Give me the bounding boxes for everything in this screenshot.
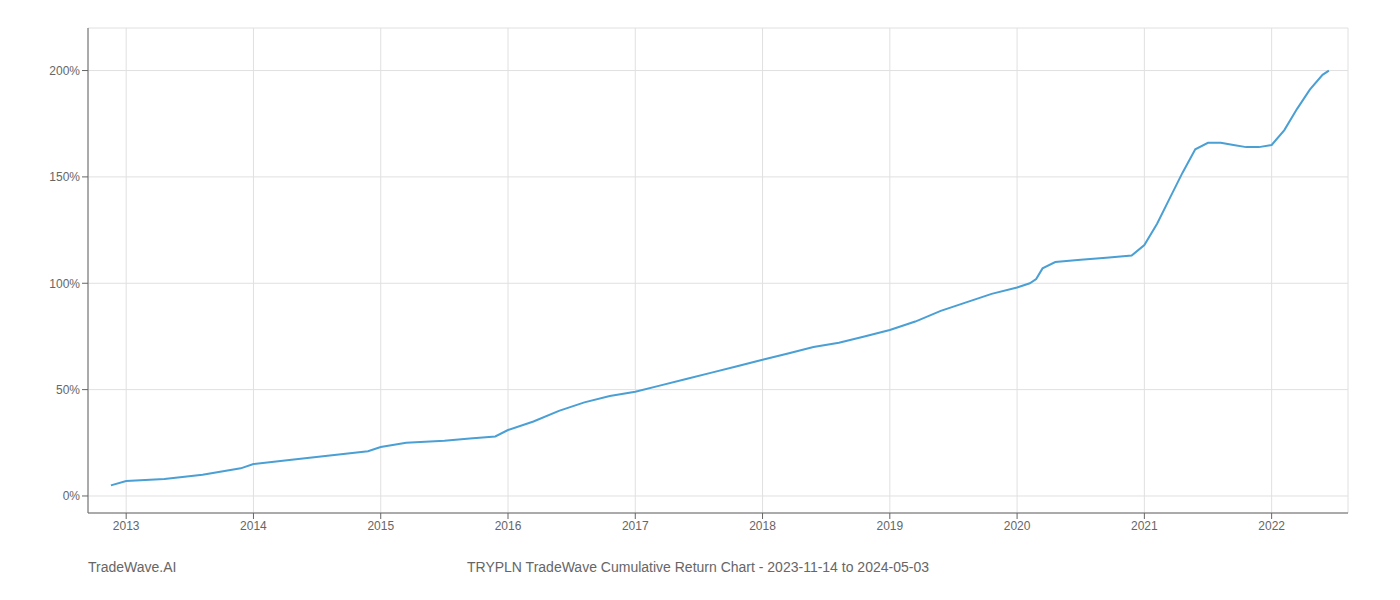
svg-text:2018: 2018 bbox=[749, 519, 776, 533]
svg-text:100%: 100% bbox=[49, 277, 80, 291]
svg-text:2014: 2014 bbox=[240, 519, 267, 533]
html-text:TRYPLN TradeWave Cumulative Re: TRYPLN TradeWave Cumulative Return Chart… bbox=[467, 559, 929, 575]
svg-text:200%: 200% bbox=[49, 64, 80, 78]
svg-text:2016: 2016 bbox=[495, 519, 522, 533]
svg-text:2015: 2015 bbox=[367, 519, 394, 533]
svg-text:2013: 2013 bbox=[113, 519, 140, 533]
svg-text:150%: 150% bbox=[49, 170, 80, 184]
svg-text:2022: 2022 bbox=[1258, 519, 1285, 533]
html-text:TradeWave.AI: TradeWave.AI bbox=[88, 559, 177, 575]
svg-text:2020: 2020 bbox=[1004, 519, 1031, 533]
svg-text:0%: 0% bbox=[63, 489, 81, 503]
svg-text:2021: 2021 bbox=[1131, 519, 1158, 533]
svg-text:50%: 50% bbox=[56, 383, 80, 397]
svg-text:2019: 2019 bbox=[876, 519, 903, 533]
svg-text:2017: 2017 bbox=[622, 519, 649, 533]
